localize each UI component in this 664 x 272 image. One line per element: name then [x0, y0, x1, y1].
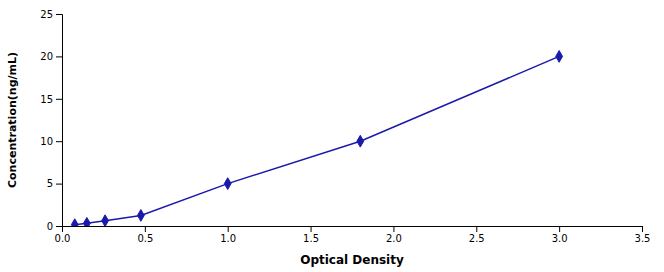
tick-mark	[56, 141, 62, 142]
tick-mark	[56, 99, 62, 100]
tick: 20	[40, 51, 62, 62]
chart: 0.0 0.5 1.0 1.5 2.0 2.5 3.0 3.5 0 5 10 15 20 25 Optica…	[0, 0, 664, 272]
x-axis: 0.0 0.5 1.0 1.5 2.0 2.5 3.0 3.5	[55, 226, 651, 244]
tick: 15	[40, 94, 62, 105]
tick: 0.0	[55, 226, 71, 244]
tick-mark	[393, 226, 394, 232]
y-axis: 0 5 10 15 20 25	[40, 9, 62, 232]
tick-label: 15	[40, 94, 53, 105]
tick-mark	[56, 14, 62, 15]
tick-label: 2.5	[469, 233, 485, 244]
tick: 1.0	[220, 226, 236, 244]
tick-mark	[559, 226, 560, 232]
tick-label: 0.0	[55, 233, 71, 244]
tick-label: 0	[47, 221, 53, 232]
point	[556, 51, 563, 63]
tick-label: 25	[40, 9, 53, 20]
tick-label: 2.0	[386, 233, 402, 244]
tick-mark	[228, 226, 229, 232]
axis-line	[63, 227, 643, 233]
x-axis-title: Optical Density	[300, 253, 404, 267]
tick-label: 1.0	[220, 233, 236, 244]
point	[224, 178, 231, 190]
tick-label: 3.5	[635, 233, 651, 244]
tick-label: 0.5	[137, 233, 153, 244]
tick-mark	[642, 226, 643, 232]
tick: 1.5	[303, 226, 319, 244]
tick: 0	[47, 221, 62, 232]
point	[357, 135, 364, 147]
tick-mark	[56, 226, 62, 227]
point	[83, 217, 90, 226]
tick-mark	[56, 184, 62, 185]
point	[71, 219, 78, 226]
axis-line	[56, 15, 63, 227]
tick-mark	[145, 226, 146, 232]
line	[75, 56, 559, 224]
tick-mark	[311, 226, 312, 232]
tick: 5	[47, 178, 62, 189]
tick-mark	[56, 56, 62, 57]
y-axis-title: Concentration(ng/mL)	[6, 52, 19, 188]
tick: 10	[40, 136, 62, 147]
tick-label: 20	[40, 51, 53, 62]
tick: 2.5	[469, 226, 485, 244]
tick: 2.0	[386, 226, 402, 244]
tick: 25	[40, 9, 62, 20]
point	[137, 210, 144, 222]
tick-label: 3.0	[552, 233, 568, 244]
tick: 3.5	[635, 226, 651, 244]
tick-label: 10	[40, 136, 53, 147]
point	[102, 215, 109, 226]
tick: 0.5	[137, 226, 153, 244]
tick-mark	[476, 226, 477, 232]
tick-label: 1.5	[303, 233, 319, 244]
marks	[71, 51, 562, 226]
tick-label: 5	[47, 178, 53, 189]
tick: 3.0	[552, 226, 568, 244]
plot: 0.0 0.5 1.0 1.5 2.0 2.5 3.0 3.5 0 5 10 15 20 25	[40, 9, 650, 244]
